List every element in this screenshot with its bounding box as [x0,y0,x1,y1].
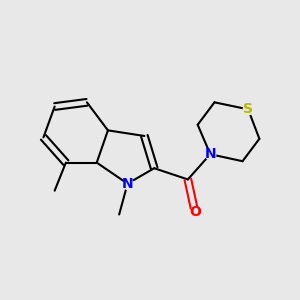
Text: N: N [122,177,134,191]
Text: O: O [189,205,201,219]
Text: S: S [243,102,253,116]
Text: N: N [205,147,216,161]
